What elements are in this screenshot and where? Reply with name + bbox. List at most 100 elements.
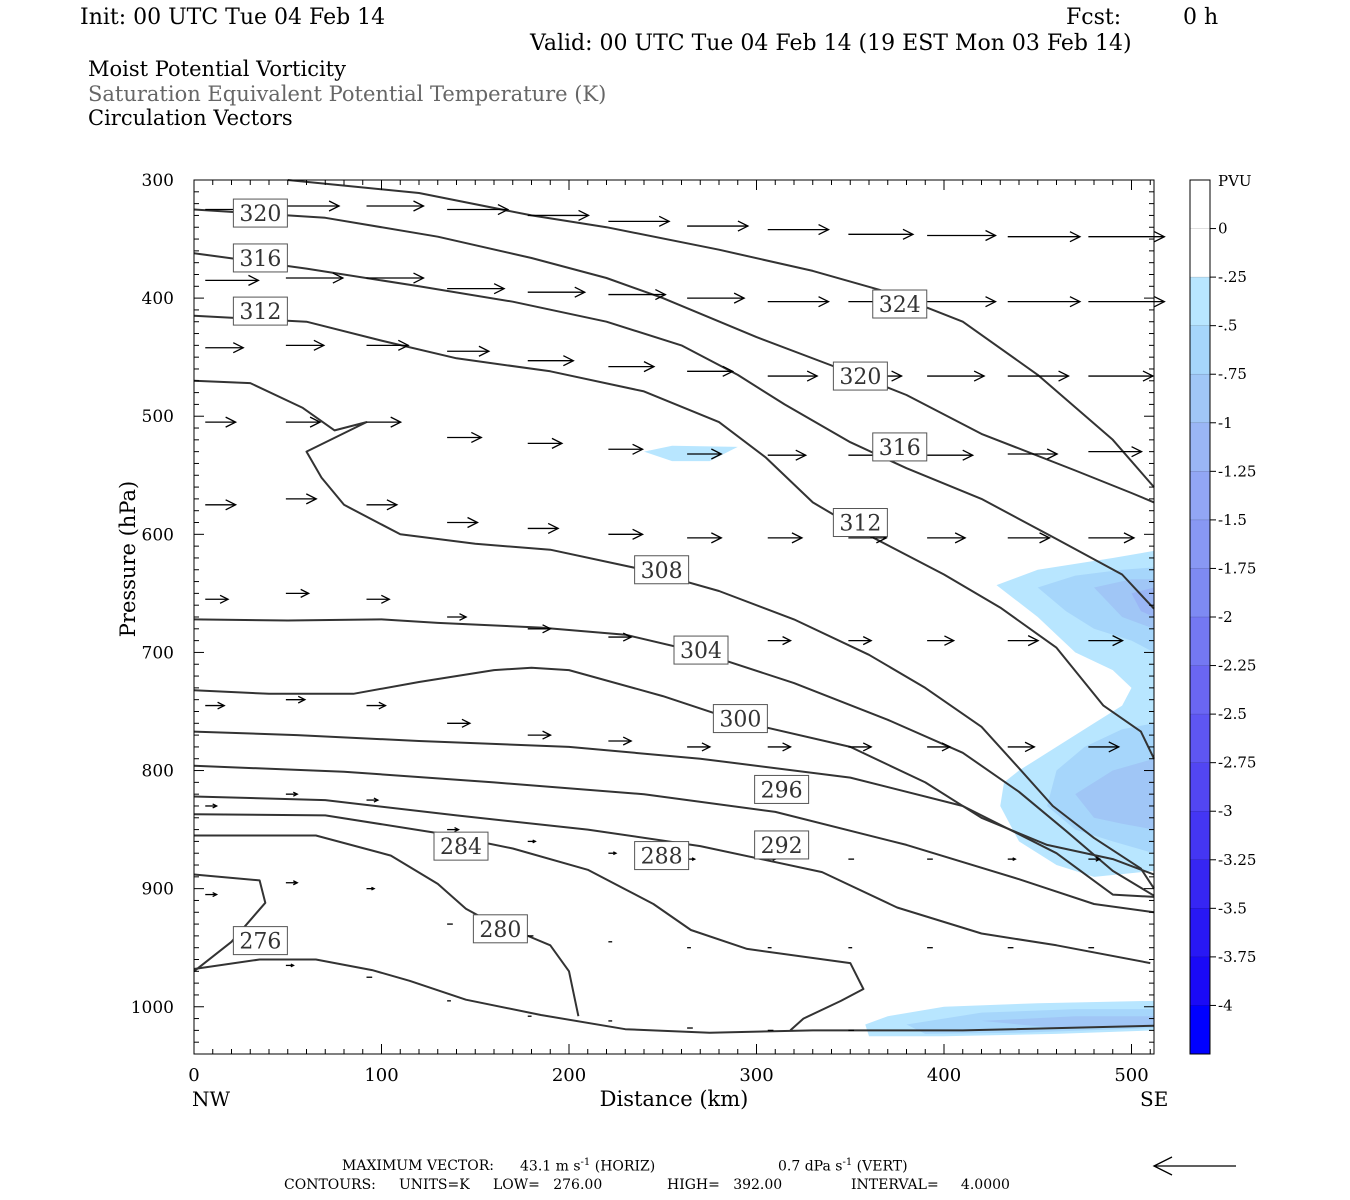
colorbar-label: -2.25 xyxy=(1218,657,1256,675)
circulation-vector xyxy=(1088,856,1102,862)
colorbar-cell xyxy=(1190,811,1210,861)
contour-label-280: 280 xyxy=(472,914,528,944)
vector-head xyxy=(493,283,506,295)
colorbar-label: -1 xyxy=(1218,414,1233,432)
circulation-vector xyxy=(1088,446,1144,458)
circulation-vector xyxy=(767,449,808,461)
circulation-vector xyxy=(1007,296,1082,308)
circulation-vector xyxy=(1007,635,1040,647)
circulation-vector xyxy=(927,449,975,461)
contour-label-text: 316 xyxy=(879,436,921,461)
vector-head xyxy=(737,220,750,232)
circulation-vector xyxy=(447,827,460,833)
contour-label-text: 296 xyxy=(761,778,803,803)
circulation-vector xyxy=(1088,635,1125,647)
contour-label-box xyxy=(832,361,888,391)
x-tick-label: 300 xyxy=(739,1065,773,1086)
colorbar-label: -3 xyxy=(1218,802,1233,820)
contour-label-text: 276 xyxy=(239,930,281,955)
circulation-vector xyxy=(1007,741,1036,753)
contour-label-box xyxy=(832,508,888,538)
vector-head xyxy=(292,791,299,797)
circulation-vector xyxy=(927,742,952,752)
vector-head xyxy=(954,532,967,544)
colorbar-label: -4 xyxy=(1218,996,1233,1014)
vert-label: (VERT) xyxy=(856,1158,908,1175)
colorbar-label: -1.5 xyxy=(1218,511,1247,529)
contour-label-text: 300 xyxy=(719,708,761,733)
vector-head xyxy=(1027,635,1040,647)
vector-head xyxy=(962,449,975,461)
vector-head xyxy=(578,209,591,222)
vector-head xyxy=(371,886,376,891)
vector-head xyxy=(1069,296,1082,308)
vector-head xyxy=(1069,231,1082,243)
colorbar-label: -.25 xyxy=(1218,268,1247,286)
colorbar-units: PVU xyxy=(1218,172,1252,190)
circulation-vector xyxy=(1007,448,1059,460)
circulation-vector xyxy=(205,342,245,354)
vector-head xyxy=(1039,532,1052,544)
circulation-vector xyxy=(285,493,318,505)
vector-head xyxy=(985,229,997,242)
circulation-vector xyxy=(1088,741,1121,753)
colorbar-cell xyxy=(1190,471,1210,521)
contour-low: LOW= 276.00 xyxy=(493,1177,603,1193)
circulation-vector xyxy=(527,355,575,367)
colorbar-label: -2 xyxy=(1218,608,1233,626)
circulation-vector xyxy=(366,594,391,604)
vector-head xyxy=(944,635,956,646)
x-end-label-nw: NW xyxy=(192,1087,231,1111)
vector-head xyxy=(643,361,656,373)
contour-label-312: 312 xyxy=(232,296,288,326)
horiz-max-vector: 43.1 m s-1 (HORIZ) xyxy=(520,1157,655,1175)
circulation-vector xyxy=(447,345,491,357)
vector-head xyxy=(622,632,633,642)
horiz-value: 43.1 m s xyxy=(520,1158,581,1175)
theta-es-contour-300 xyxy=(193,666,1155,876)
theta-es-contour-312 xyxy=(193,314,1155,760)
vector-head xyxy=(711,448,723,460)
circulation-vector xyxy=(447,203,510,216)
y-tick-label: 400 xyxy=(142,289,174,309)
vector-head xyxy=(622,736,633,746)
theta-es-contour-316 xyxy=(193,252,1155,610)
colorbar-cell xyxy=(1190,325,1210,375)
circulation-vector xyxy=(1007,857,1017,862)
colorbar-cell xyxy=(1190,277,1210,326)
circulation-vector xyxy=(848,742,873,752)
circulation-vector xyxy=(527,522,560,535)
contour-label-316: 316 xyxy=(232,243,288,273)
circulation-vector xyxy=(687,220,750,232)
vector-head xyxy=(413,272,425,284)
circulation-vector xyxy=(285,339,326,351)
contour-label-box xyxy=(472,914,528,944)
vector-head xyxy=(862,742,873,752)
vector-head xyxy=(413,200,425,212)
vector-head xyxy=(328,200,341,212)
colorbar-label: -2.75 xyxy=(1218,754,1256,772)
vert-value: 0.7 dPa s xyxy=(778,1158,843,1175)
circulation-vector xyxy=(608,736,633,746)
contour-label-296: 296 xyxy=(754,774,810,804)
x-tick-label: 500 xyxy=(1114,1065,1148,1086)
vector-head xyxy=(891,370,904,382)
vert-exponent: -1 xyxy=(842,1157,853,1168)
field-label-theta-es: Saturation Equivalent Potential Temperat… xyxy=(88,82,607,106)
vector-head xyxy=(862,636,873,646)
vector-head xyxy=(658,215,671,227)
contour-label-text: 320 xyxy=(239,202,281,227)
y-tick-label: 700 xyxy=(142,643,174,663)
colorbar-cell xyxy=(1190,859,1210,909)
vector-head xyxy=(985,296,997,308)
vector-head xyxy=(1095,856,1102,862)
init-time: Init: 00 UTC Tue 04 Feb 14 xyxy=(80,5,386,30)
colorbar-cell xyxy=(1190,568,1210,618)
theta-es-contour-292 xyxy=(193,764,1155,914)
circulation-vector xyxy=(687,365,735,377)
reference-vector-head xyxy=(1152,1156,1173,1176)
circulation-vector xyxy=(285,588,311,598)
vector-head xyxy=(467,516,479,529)
vector-head xyxy=(1112,635,1125,647)
colorbar-label: -2.5 xyxy=(1218,705,1247,723)
